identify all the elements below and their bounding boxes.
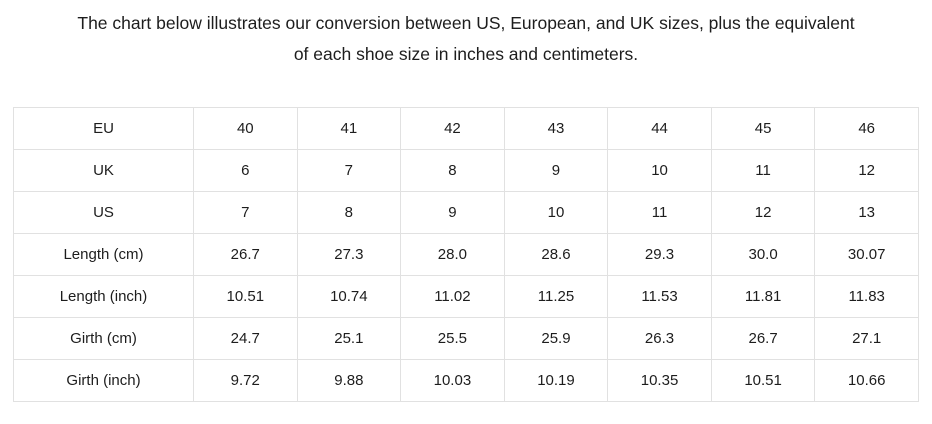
table-row: US 7 8 9 10 11 12 13 [13,191,919,234]
size-cell: 26.7 [710,317,816,360]
size-cell: 10.51 [710,359,816,402]
row-label: Length (inch) [13,275,194,318]
row-label: US [13,191,194,234]
size-cell: 11.02 [400,275,505,318]
size-cell: 13 [814,191,919,234]
size-cell: 27.3 [296,233,402,276]
size-cell: 45 [710,107,816,150]
row-label: Girth (inch) [13,359,194,402]
size-cell: 10.66 [814,359,919,402]
size-cell: 25.5 [400,317,505,360]
size-conversion-table: EU 40 41 42 43 44 45 46 UK 6 7 8 9 10 11 12 US 7 8 9 10 11 12 1… [13,107,919,402]
table-row: Girth (cm) 24.7 25.1 25.5 25.9 26.3 26.7 27.1 [13,317,919,360]
size-cell: 7 [296,149,402,192]
size-cell: 7 [193,191,298,234]
size-cell: 29.3 [607,233,712,276]
size-cell: 11 [710,149,816,192]
intro-caption-line-1: The chart below illustrates our conversi… [77,13,855,33]
row-label: UK [13,149,194,192]
row-label: EU [13,107,194,150]
size-cell: 10.74 [296,275,402,318]
size-cell: 46 [814,107,919,150]
size-cell: 8 [296,191,402,234]
size-cell: 10.51 [193,275,298,318]
size-table-body: EU 40 41 42 43 44 45 46 UK 6 7 8 9 10 11 12 US 7 8 9 10 11 12 1… [13,107,919,402]
size-cell: 11.81 [710,275,816,318]
size-cell: 11 [607,191,712,234]
row-label: Length (cm) [13,233,194,276]
size-cell: 40 [193,107,298,150]
size-cell: 11.83 [814,275,919,318]
size-cell: 12 [710,191,816,234]
size-cell: 9.72 [193,359,298,402]
intro-caption: The chart below illustrates our conversi… [0,0,932,70]
table-row: Length (cm) 26.7 27.3 28.0 28.6 29.3 30.0 30.07 [13,233,919,276]
size-cell: 6 [193,149,298,192]
size-cell: 26.3 [607,317,712,360]
size-cell: 26.7 [193,233,298,276]
size-cell: 27.1 [814,317,919,360]
size-cell: 10 [503,191,609,234]
table-row: Girth (inch) 9.72 9.88 10.03 10.19 10.35 10.51… [13,359,919,402]
size-cell: 9.88 [296,359,402,402]
size-cell: 28.0 [400,233,505,276]
size-conversion-table-container: EU 40 41 42 43 44 45 46 UK 6 7 8 9 10 11 12 US 7 8 9 10 11 12 1… [13,107,919,402]
size-cell: 9 [503,149,609,192]
size-cell: 11.53 [607,275,712,318]
size-cell: 43 [503,107,609,150]
size-cell: 30.07 [814,233,919,276]
table-row: EU 40 41 42 43 44 45 46 [13,107,919,150]
size-cell: 25.9 [503,317,609,360]
size-cell: 11.25 [503,275,609,318]
table-row: Length (inch) 10.51 10.74 11.02 11.25 11.53 11… [13,275,919,318]
size-cell: 9 [400,191,505,234]
size-cell: 41 [296,107,402,150]
size-cell: 30.0 [710,233,816,276]
size-cell: 24.7 [193,317,298,360]
size-cell: 10.35 [607,359,712,402]
size-cell: 25.1 [296,317,402,360]
size-cell: 8 [400,149,505,192]
size-cell: 42 [400,107,505,150]
size-cell: 10 [607,149,712,192]
size-cell: 10.19 [503,359,609,402]
size-cell: 10.03 [400,359,505,402]
intro-caption-line-2: of each shoe size in inches and centimet… [293,44,639,64]
table-row: UK 6 7 8 9 10 11 12 [13,149,919,192]
size-cell: 12 [814,149,919,192]
row-label: Girth (cm) [13,317,194,360]
size-cell: 44 [607,107,712,150]
size-cell: 28.6 [503,233,609,276]
